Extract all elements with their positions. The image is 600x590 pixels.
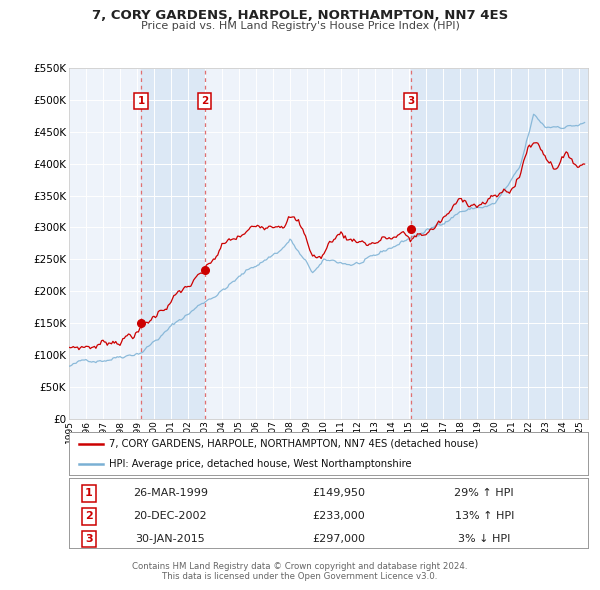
Bar — [410, 68, 588, 419]
Text: 30-JAN-2015: 30-JAN-2015 — [136, 534, 205, 544]
Text: Contains HM Land Registry data © Crown copyright and database right 2024.: Contains HM Land Registry data © Crown c… — [132, 562, 468, 571]
Text: 13% ↑ HPI: 13% ↑ HPI — [455, 511, 514, 521]
Text: 7, CORY GARDENS, HARPOLE, NORTHAMPTON, NN7 4ES: 7, CORY GARDENS, HARPOLE, NORTHAMPTON, N… — [92, 9, 508, 22]
Text: HPI: Average price, detached house, West Northamptonshire: HPI: Average price, detached house, West… — [109, 459, 412, 469]
Text: £233,000: £233,000 — [313, 511, 365, 521]
Text: 26-MAR-1999: 26-MAR-1999 — [133, 488, 208, 498]
Text: 2: 2 — [201, 96, 208, 106]
Text: £149,950: £149,950 — [313, 488, 365, 498]
Text: 1: 1 — [137, 96, 145, 106]
Text: 3: 3 — [85, 534, 92, 544]
Text: 29% ↑ HPI: 29% ↑ HPI — [454, 488, 514, 498]
Text: 7, CORY GARDENS, HARPOLE, NORTHAMPTON, NN7 4ES (detached house): 7, CORY GARDENS, HARPOLE, NORTHAMPTON, N… — [109, 439, 479, 449]
Text: 20-DEC-2002: 20-DEC-2002 — [133, 511, 207, 521]
Text: This data is licensed under the Open Government Licence v3.0.: This data is licensed under the Open Gov… — [163, 572, 437, 581]
Bar — [141, 68, 205, 419]
Text: 3% ↓ HPI: 3% ↓ HPI — [458, 534, 511, 544]
Text: 3: 3 — [407, 96, 415, 106]
Text: 1: 1 — [85, 488, 92, 498]
Text: 2: 2 — [85, 511, 92, 521]
Text: Price paid vs. HM Land Registry's House Price Index (HPI): Price paid vs. HM Land Registry's House … — [140, 21, 460, 31]
Text: £297,000: £297,000 — [313, 534, 365, 544]
